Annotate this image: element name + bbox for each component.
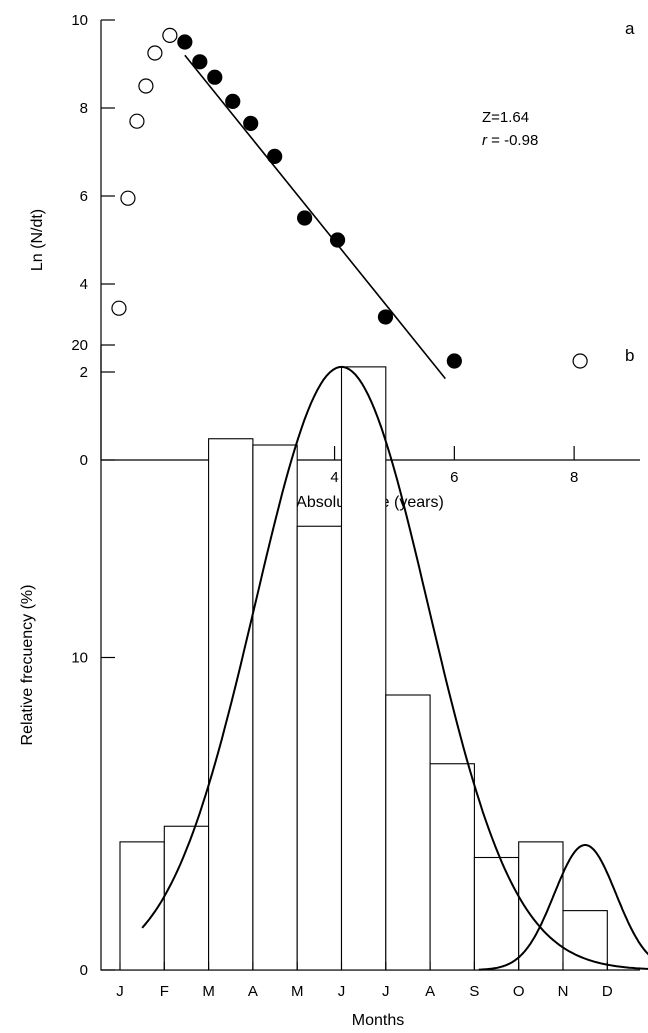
open-data-point [138,78,154,94]
month-tick-label: S [469,983,479,1000]
filled-data-point [207,69,223,85]
histogram-bar [473,856,520,971]
histogram-bar [296,525,343,971]
open-data-point [147,45,163,61]
panel-b-y-axis-label: Relative frecuency (%) [19,585,36,746]
panel-a-y-tick-label: 8 [80,100,88,117]
month-tick-label: M [202,983,215,1000]
panel-a-y-tick-label: 4 [80,276,88,293]
r-symbol: r [482,132,488,149]
histogram-bar [429,763,475,971]
filled-data-point [267,148,283,164]
z-statistic: Z=1.64 [482,109,529,126]
panel-a-x-tick-label: 8 [570,469,578,486]
open-data-point [111,300,127,316]
month-tick-label: F [160,983,169,1000]
open-data-point [572,353,588,369]
filled-data-point [243,115,259,132]
month-tick-label: A [248,983,258,1000]
histogram-bar [562,910,608,971]
panel-a-x-tick-label: 4 [330,469,338,486]
filled-data-point [446,353,462,369]
fitted-normal-curve [141,365,648,970]
panel-b-label: b [625,346,634,365]
panel-a-label: a [625,19,635,38]
panel-b-y-tick-label: 10 [71,650,88,667]
month-tick-label: J [382,983,390,1000]
panel-a-scatter: a Absolute age (years) Ln (N/dt) Z=1.64 … [29,12,640,511]
panel-a-y-tick-label: 6 [80,188,88,205]
panel-a-points [111,27,588,369]
panel-b-bars [119,366,608,971]
histogram-bar [119,841,165,971]
month-tick-label: J [116,983,124,1000]
filled-data-point [225,93,241,110]
month-tick-label: N [558,983,569,1000]
panel-a-x-tick-label: 6 [450,469,458,486]
panel-b-y-tick-label: 20 [71,337,88,354]
filled-data-point [177,34,193,50]
histogram-bar [385,694,431,971]
month-tick-label: O [513,983,525,1000]
r-statistic: r = -0.98 [482,132,538,149]
panel-a-y-tick-label: 2 [80,364,88,381]
open-data-point [162,27,178,44]
r-value: = -0.98 [487,132,538,149]
month-tick-label: A [425,983,435,1000]
filled-data-point [297,210,313,226]
filled-data-point [192,54,208,70]
month-tick-label: M [291,983,304,1000]
fitted-normal-curve [478,844,648,971]
filled-data-point [377,309,394,325]
filled-data-point [329,232,346,248]
open-data-point [129,113,145,129]
panel-a-y-tick-label: 10 [71,12,88,29]
histogram-bar [340,366,387,971]
panel-a-y-axis-label: Ln (N/dt) [29,209,46,271]
month-tick-label: J [338,983,346,1000]
histogram-bar [252,444,298,971]
regression-line [184,54,446,380]
month-tick-label: D [602,983,613,1000]
open-data-point [120,190,136,206]
panel-b-fitted-curves [141,365,648,971]
panel-b-x-axis-label: Months [352,1012,404,1029]
panel-b-y-tick-label: 0 [80,962,88,979]
panel-a-regression [184,54,446,380]
panel-a-y-tick-label: 0 [80,452,88,469]
